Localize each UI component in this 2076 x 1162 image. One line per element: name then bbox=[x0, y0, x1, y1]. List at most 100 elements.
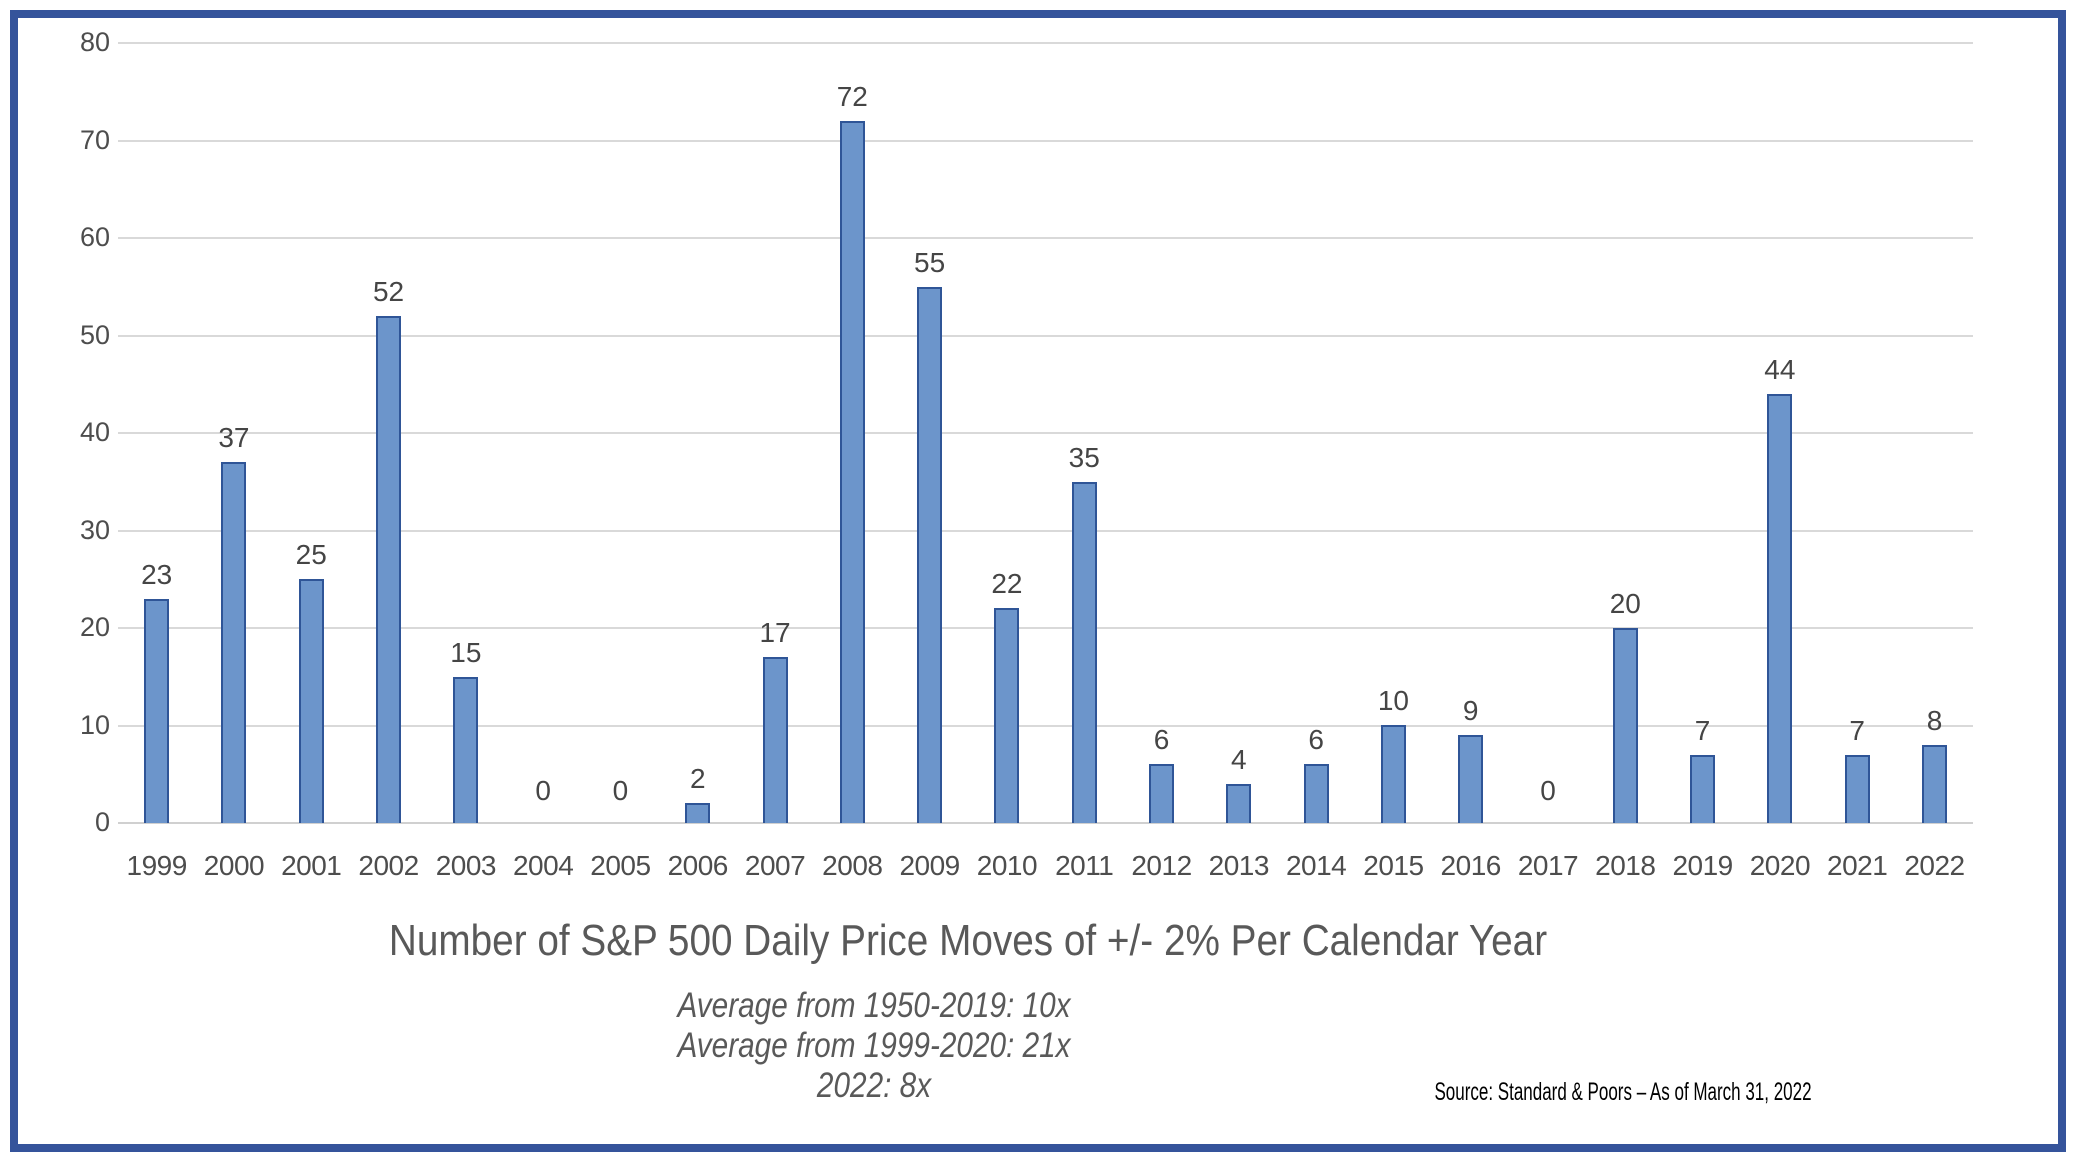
y-tick-label-80: 80 bbox=[79, 27, 110, 57]
bar-value-label-2011: 35 bbox=[1068, 442, 1100, 473]
x-tick-label-2005: 2005 bbox=[590, 850, 651, 881]
x-tick-label-1999: 1999 bbox=[126, 850, 188, 881]
bar-value-label-2006: 2 bbox=[689, 763, 706, 794]
bar-2003 bbox=[453, 677, 479, 823]
bar-value-label-1999: 23 bbox=[141, 559, 173, 590]
x-tick-label-2019: 2019 bbox=[1672, 850, 1733, 881]
x-tick-label-2021: 2021 bbox=[1827, 850, 1888, 881]
chart-title: Number of S&P 500 Daily Price Moves of +… bbox=[388, 916, 1548, 965]
x-tick-label-2002: 2002 bbox=[358, 850, 419, 881]
y-tick-label-0: 0 bbox=[94, 807, 110, 837]
x-tick-label-2010: 2010 bbox=[976, 850, 1038, 881]
bar-cell-2019: 7 bbox=[1664, 43, 1741, 823]
y-tick-label-60: 60 bbox=[79, 222, 110, 252]
bar-value-label-2005: 0 bbox=[612, 775, 629, 806]
bar-2009 bbox=[917, 287, 943, 823]
bar-cell-2004: 0 bbox=[504, 43, 581, 823]
bar-2001 bbox=[298, 579, 324, 823]
bar-cell-2022: 8 bbox=[1896, 43, 1973, 823]
x-tick-label-2014: 2014 bbox=[1285, 850, 1347, 881]
bar-1999 bbox=[144, 599, 170, 823]
x-tick-label-2013: 2013 bbox=[1208, 850, 1270, 881]
bar-value-label-2004: 0 bbox=[535, 775, 551, 806]
gridline-70 bbox=[118, 139, 1973, 142]
x-tick-label-2018: 2018 bbox=[1595, 850, 1656, 881]
x-tick-label-2016: 2016 bbox=[1440, 850, 1502, 881]
chart-frame: 0 10 20 30 40 50 60 70 80 23 37 25 52 15 0 0 2 17 72 55 22 3… bbox=[10, 10, 2066, 1152]
y-tick-label-10: 10 bbox=[79, 709, 110, 740]
x-tick-label-2020: 2020 bbox=[1749, 850, 1811, 881]
y-tick-label-40: 40 bbox=[79, 417, 110, 447]
bar-cell-2007: 17 bbox=[736, 43, 813, 823]
bar-value-label-2016: 9 bbox=[1462, 695, 1479, 726]
bar-2022 bbox=[1921, 745, 1947, 823]
bar-2012 bbox=[1149, 764, 1174, 823]
bar-2016 bbox=[1458, 735, 1484, 823]
bar-2020 bbox=[1767, 394, 1793, 823]
bar-2010 bbox=[994, 608, 1020, 823]
bar-cell-2005: 0 bbox=[582, 43, 659, 823]
bar-value-label-2020: 44 bbox=[1764, 354, 1796, 385]
bar-cell-2020: 44 bbox=[1741, 43, 1818, 823]
y-tick-label-50: 50 bbox=[79, 319, 110, 350]
bar-cell-1999: 23 bbox=[118, 43, 195, 823]
bar-2013 bbox=[1226, 784, 1252, 823]
bar-2000 bbox=[221, 462, 247, 823]
x-tick-label-2011: 2011 bbox=[1055, 850, 1114, 881]
bar-value-label-2019: 7 bbox=[1694, 715, 1711, 746]
bar-2014 bbox=[1303, 764, 1329, 823]
bar-cell-2000: 37 bbox=[195, 43, 272, 823]
bar-value-label-2015: 10 bbox=[1377, 685, 1409, 716]
x-tick-label-2012: 2012 bbox=[1131, 850, 1192, 881]
bar-cell-2009: 55 bbox=[891, 43, 968, 823]
bar-cell-2013: 4 bbox=[1200, 43, 1277, 823]
x-axis-labels: 1999 2000 2001 2002 2003 2004 2005 2006 2007 2008… bbox=[118, 850, 1973, 882]
x-tick-label-2007: 2007 bbox=[744, 850, 806, 881]
bar-cell-2003: 15 bbox=[427, 43, 504, 823]
bar-cell-2012: 6 bbox=[1123, 43, 1200, 823]
x-tick-label-2006: 2006 bbox=[667, 850, 729, 881]
gridline-40 bbox=[118, 432, 1973, 434]
x-tick-label-2017: 2017 bbox=[1517, 850, 1579, 881]
bar-value-label-2018: 20 bbox=[1609, 588, 1641, 619]
bar-value-label-2021: 7 bbox=[1849, 715, 1865, 746]
bar-cell-2015: 10 bbox=[1355, 43, 1432, 823]
bar-2002 bbox=[376, 316, 402, 823]
gridline-60 bbox=[118, 237, 1973, 239]
bar-value-label-2013: 4 bbox=[1231, 744, 1247, 775]
bar-2018 bbox=[1612, 628, 1638, 823]
bar-value-label-2009: 55 bbox=[914, 247, 946, 278]
gridline-10 bbox=[118, 724, 1973, 727]
x-tick-label-2003: 2003 bbox=[435, 850, 497, 881]
chart-subtitle-average-1999-2020: Average from 1999-2020: 21x bbox=[677, 1026, 1071, 1065]
bar-2015 bbox=[1380, 725, 1406, 823]
chart-subtitle-2022: 2022: 8x bbox=[816, 1066, 932, 1105]
gridline-0 bbox=[118, 822, 1973, 824]
bar-2021 bbox=[1844, 755, 1870, 823]
y-tick-label-20: 20 bbox=[79, 612, 110, 642]
bar-cell-2017: 0 bbox=[1509, 43, 1586, 823]
x-tick-label-2009: 2009 bbox=[899, 850, 960, 881]
bar-value-label-2001: 25 bbox=[295, 539, 327, 570]
chart-caption: Number of S&P 500 Daily Price Moves of +… bbox=[18, 916, 1918, 1106]
x-tick-label-2000: 2000 bbox=[203, 850, 265, 881]
bar-2008 bbox=[839, 121, 865, 823]
bar-value-label-2003: 15 bbox=[450, 637, 482, 668]
bar-value-label-2010: 22 bbox=[991, 568, 1023, 599]
bar-2006 bbox=[685, 803, 711, 823]
bar-value-label-2022: 8 bbox=[1926, 705, 1943, 736]
gridline-50 bbox=[118, 334, 1973, 337]
bar-value-label-2014: 6 bbox=[1308, 724, 1324, 755]
bar-cell-2006: 2 bbox=[659, 43, 736, 823]
chart-subtitle-average-1950-2019: Average from 1950-2019: 10x bbox=[677, 986, 1071, 1025]
x-tick-label-2022: 2022 bbox=[1904, 850, 1965, 881]
bar-2007 bbox=[762, 657, 788, 823]
gridline-80 bbox=[118, 42, 1973, 44]
chart-subtitles: Average from 1950-2019: 10x Average from… bbox=[146, 986, 1601, 1106]
bar-cell-2018: 20 bbox=[1587, 43, 1664, 823]
y-tick-label-30: 30 bbox=[79, 514, 110, 545]
bar-value-label-2017: 0 bbox=[1540, 775, 1556, 806]
bar-cell-2011: 35 bbox=[1046, 43, 1123, 823]
bar-series: 23 37 25 52 15 0 0 2 17 72 55 22 35 6 4 6 10 9 0 20 7 44 7 8 bbox=[118, 43, 1973, 823]
